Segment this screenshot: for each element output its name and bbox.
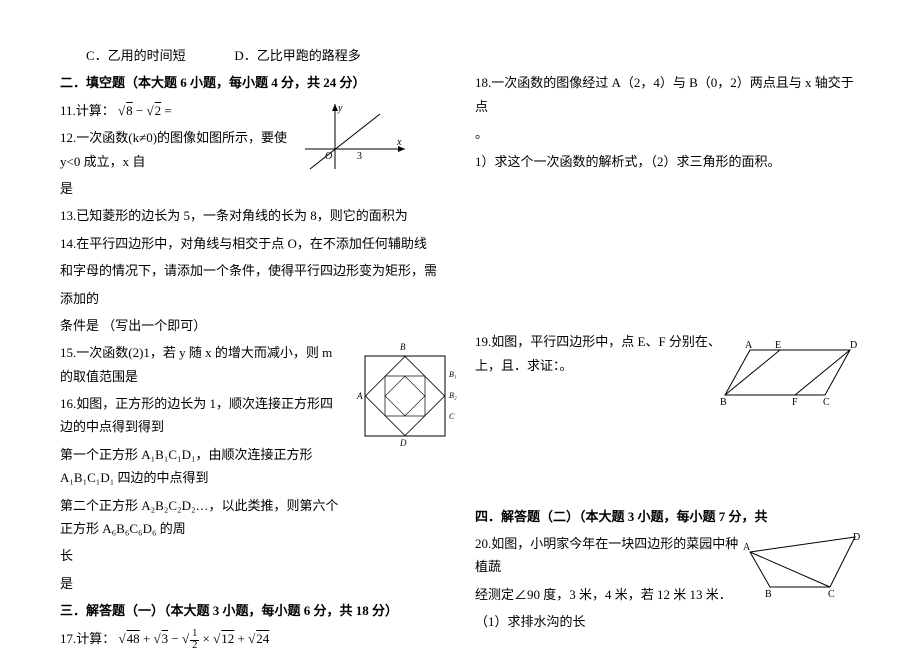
svg-text:C: C xyxy=(828,589,835,600)
q18-text-a: 18.一次函数的图像经过 A（2，4）与 B（0，2）两点且与 x 轴交于点 xyxy=(475,71,860,118)
svg-text:D: D xyxy=(850,340,857,351)
q14-text-a: 14.在平行四边形中，对角线与相交于点 O，在不添加任何辅助线 xyxy=(60,232,445,255)
q12-text: 12.一次函数(k≠0)的图像如图所示，要使 y<0 成立，x 自 xyxy=(60,130,287,168)
xy-graph: y x O 3 xyxy=(295,99,415,179)
svg-text:C: C xyxy=(449,412,455,421)
q14-text-c: 添加的 xyxy=(60,287,445,310)
q16-text-e: 是 xyxy=(60,572,445,595)
svg-text:O: O xyxy=(325,151,332,162)
q12-text-b: 是 xyxy=(60,177,445,200)
q18-text-b: 。 xyxy=(475,122,860,145)
svg-text:B: B xyxy=(400,342,406,352)
q13-text: 13.已知菱形的边长为 5，一条对角线的长为 8，则它的面积为 xyxy=(60,204,445,227)
svg-text:3: 3 xyxy=(357,151,362,162)
svg-text:A: A xyxy=(743,542,751,553)
q14-text-d: 条件是 （写出一个即可） xyxy=(60,314,445,337)
svg-text:E: E xyxy=(775,340,781,351)
svg-text:y: y xyxy=(337,103,343,114)
q11-math: √8 − √2 xyxy=(118,103,161,118)
section-4-title: 四．解答题（二）（本大题 3 小题，每小题 7 分，共 xyxy=(475,505,860,528)
q14-text-b: 和字母的情况下，请添加一个条件，使得平行四边形变为矩形，需 xyxy=(60,259,445,282)
svg-text:C: C xyxy=(823,397,830,408)
svg-text:x: x xyxy=(396,137,402,148)
svg-text:B₁: B₁ xyxy=(449,370,457,379)
q18-text-c: 1）求这个一次函数的解析式，（2）求三角形的面积。 xyxy=(475,150,860,173)
section-3-title: 三．解答题（一）（本大题 3 小题，每小题 6 分，共 18 分） xyxy=(60,599,445,622)
svg-text:F: F xyxy=(792,397,798,408)
q16-text-c: 第二个正方形 A₂B₂C₂D₂…，以此类推，则第六个正方形 A₆B₆C₆D₆ 的… xyxy=(60,494,445,541)
q11-text: 11.计算： xyxy=(60,103,115,118)
q17-math: √48 + √3 − √12 × √12 + √24 xyxy=(119,631,270,646)
svg-text:A: A xyxy=(745,340,753,351)
q11-eq: = xyxy=(161,103,172,118)
svg-text:B: B xyxy=(765,589,772,600)
option-d: D．乙比甲跑的路程多 xyxy=(234,48,360,63)
section-2-title: 二．填空题（本大题 6 小题，每小题 4 分，共 24 分） xyxy=(60,71,445,94)
q16-text-d: 长 xyxy=(60,544,445,567)
svg-text:B₂: B₂ xyxy=(449,391,457,400)
svg-text:B: B xyxy=(720,397,727,408)
q17-text: 17.计算： xyxy=(60,631,115,646)
svg-text:A: A xyxy=(356,391,363,401)
svg-text:D: D xyxy=(399,438,407,448)
option-c: C．乙用的时间短 xyxy=(86,48,186,63)
svg-text:D: D xyxy=(853,532,860,543)
nested-squares: B B₁ B₂ C A D xyxy=(345,341,465,451)
quadrilateral-figure: A B C D xyxy=(740,532,860,602)
parallelogram-figure: A E D B F C xyxy=(720,340,860,410)
